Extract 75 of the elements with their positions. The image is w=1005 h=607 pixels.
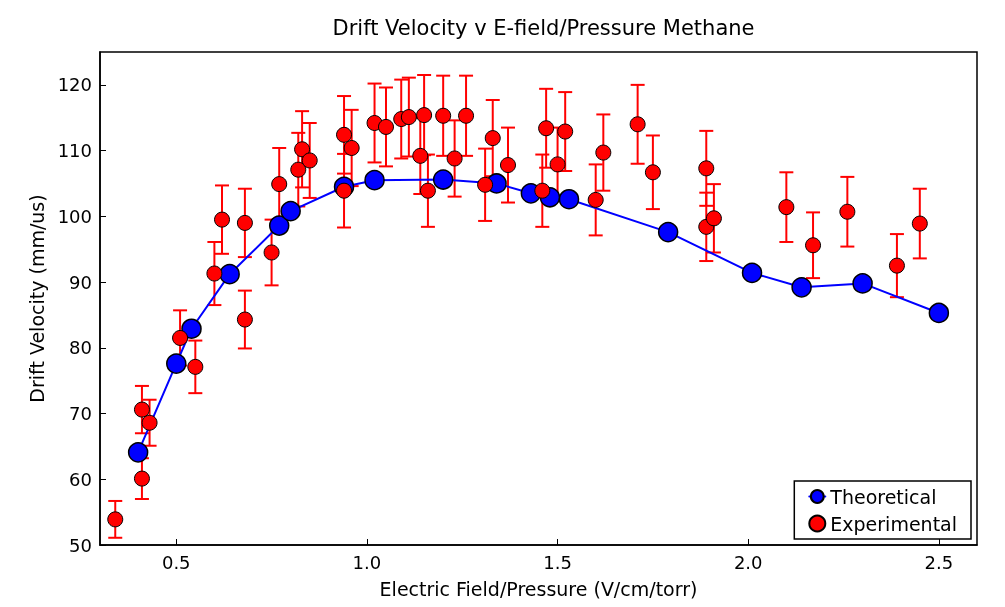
point: [290, 161, 307, 178]
point: [377, 118, 394, 135]
point: [280, 200, 301, 222]
point: [557, 123, 574, 140]
point: [263, 244, 280, 261]
x-tick-label: 1.0: [352, 551, 382, 573]
y-tick-label: 80: [69, 337, 92, 359]
point: [107, 511, 124, 528]
point: [805, 237, 822, 254]
point: [219, 263, 240, 285]
point: [458, 107, 475, 124]
point: [172, 329, 189, 346]
x-tick-label: 0.5: [161, 551, 191, 573]
x-tick-label: 2.0: [733, 551, 763, 573]
legend-label: Experimental: [830, 512, 957, 535]
x-tick-label: 2.5: [924, 551, 954, 573]
point: [127, 442, 149, 463]
y-tick-label: 70: [69, 403, 92, 425]
point: [236, 214, 253, 231]
point: [432, 169, 454, 190]
point: [181, 318, 202, 339]
point: [446, 150, 463, 167]
point: [133, 470, 150, 487]
point: [928, 302, 950, 324]
y-tick-label: 90: [69, 271, 92, 293]
point: [364, 169, 385, 191]
point: [206, 265, 223, 282]
point: [214, 211, 231, 228]
point: [705, 210, 722, 227]
point: [236, 311, 253, 328]
point: [133, 401, 150, 418]
legend-label: Theoretical: [829, 485, 937, 508]
point: [400, 109, 417, 126]
point: [741, 262, 763, 284]
point: [698, 160, 715, 177]
point: [587, 191, 604, 208]
point: [301, 152, 318, 169]
y-tick-label: 100: [57, 205, 92, 227]
point: [271, 176, 288, 193]
chart-title: Drift Velocity v E-field/Pressure Methane: [332, 15, 755, 40]
point: [549, 156, 566, 173]
point: [778, 199, 795, 216]
point: [477, 176, 494, 193]
y-tick-label: 120: [57, 74, 92, 96]
point: [500, 157, 516, 174]
y-tick-label: 110: [57, 140, 92, 162]
point: [595, 144, 612, 161]
point: [629, 116, 646, 133]
point: [412, 147, 429, 164]
point: [538, 120, 555, 137]
point: [141, 414, 158, 431]
x-axis-title: Electric Field/Pressure (V/cm/torr): [379, 577, 698, 600]
y-axis-title: Drift Velocity (mm/us): [26, 194, 49, 403]
point: [558, 189, 580, 210]
point: [657, 221, 679, 243]
point: [268, 215, 290, 236]
point: [791, 277, 812, 298]
point: [911, 215, 928, 232]
y-tick-label: 60: [69, 468, 92, 490]
point: [343, 139, 360, 156]
point: [888, 257, 905, 274]
point: [416, 107, 433, 124]
point: [294, 141, 311, 158]
point: [852, 273, 873, 294]
point: [484, 130, 501, 147]
point: [644, 164, 661, 181]
point: [419, 182, 436, 199]
point: [187, 358, 204, 375]
point: [336, 126, 353, 143]
point: [534, 182, 551, 199]
x-tick-label: 1.5: [543, 551, 572, 573]
point: [839, 203, 856, 220]
point: [435, 107, 452, 124]
y-tick-label: 50: [69, 534, 92, 556]
point: [166, 353, 187, 374]
